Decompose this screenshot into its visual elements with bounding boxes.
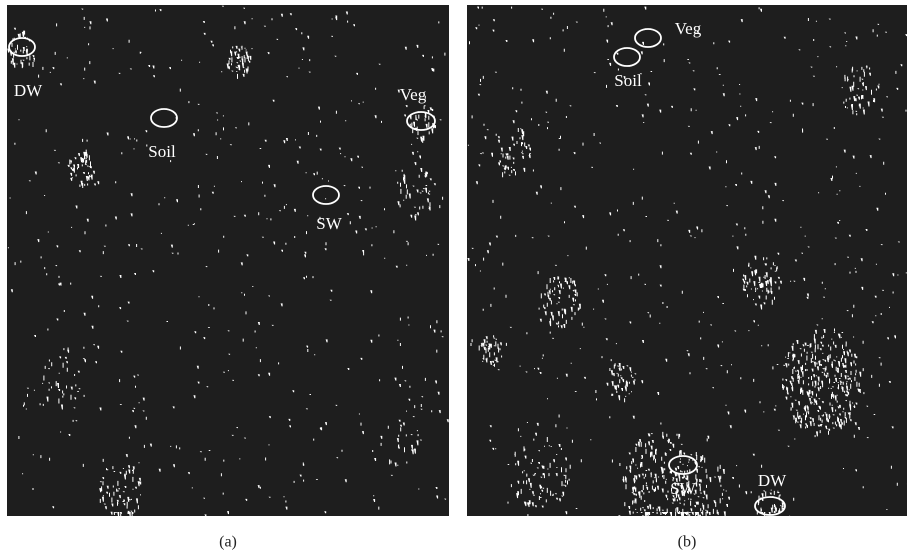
- region-label: DW: [14, 81, 43, 100]
- region-label: DW: [758, 471, 787, 490]
- figure: DW Soil Veg SW (a) Veg Soil SW DW (b): [0, 0, 914, 557]
- region-label: Soil: [614, 71, 642, 90]
- panel-b-image: [467, 5, 907, 516]
- panel-caption: (a): [219, 534, 237, 551]
- region-label: SW: [316, 214, 342, 233]
- region-label: SW: [670, 479, 696, 498]
- region-label: Veg: [675, 19, 702, 38]
- panel-a-image: [7, 5, 449, 516]
- panel-caption: (b): [678, 534, 697, 551]
- region-label: Soil: [148, 142, 176, 161]
- region-label: Veg: [400, 85, 427, 104]
